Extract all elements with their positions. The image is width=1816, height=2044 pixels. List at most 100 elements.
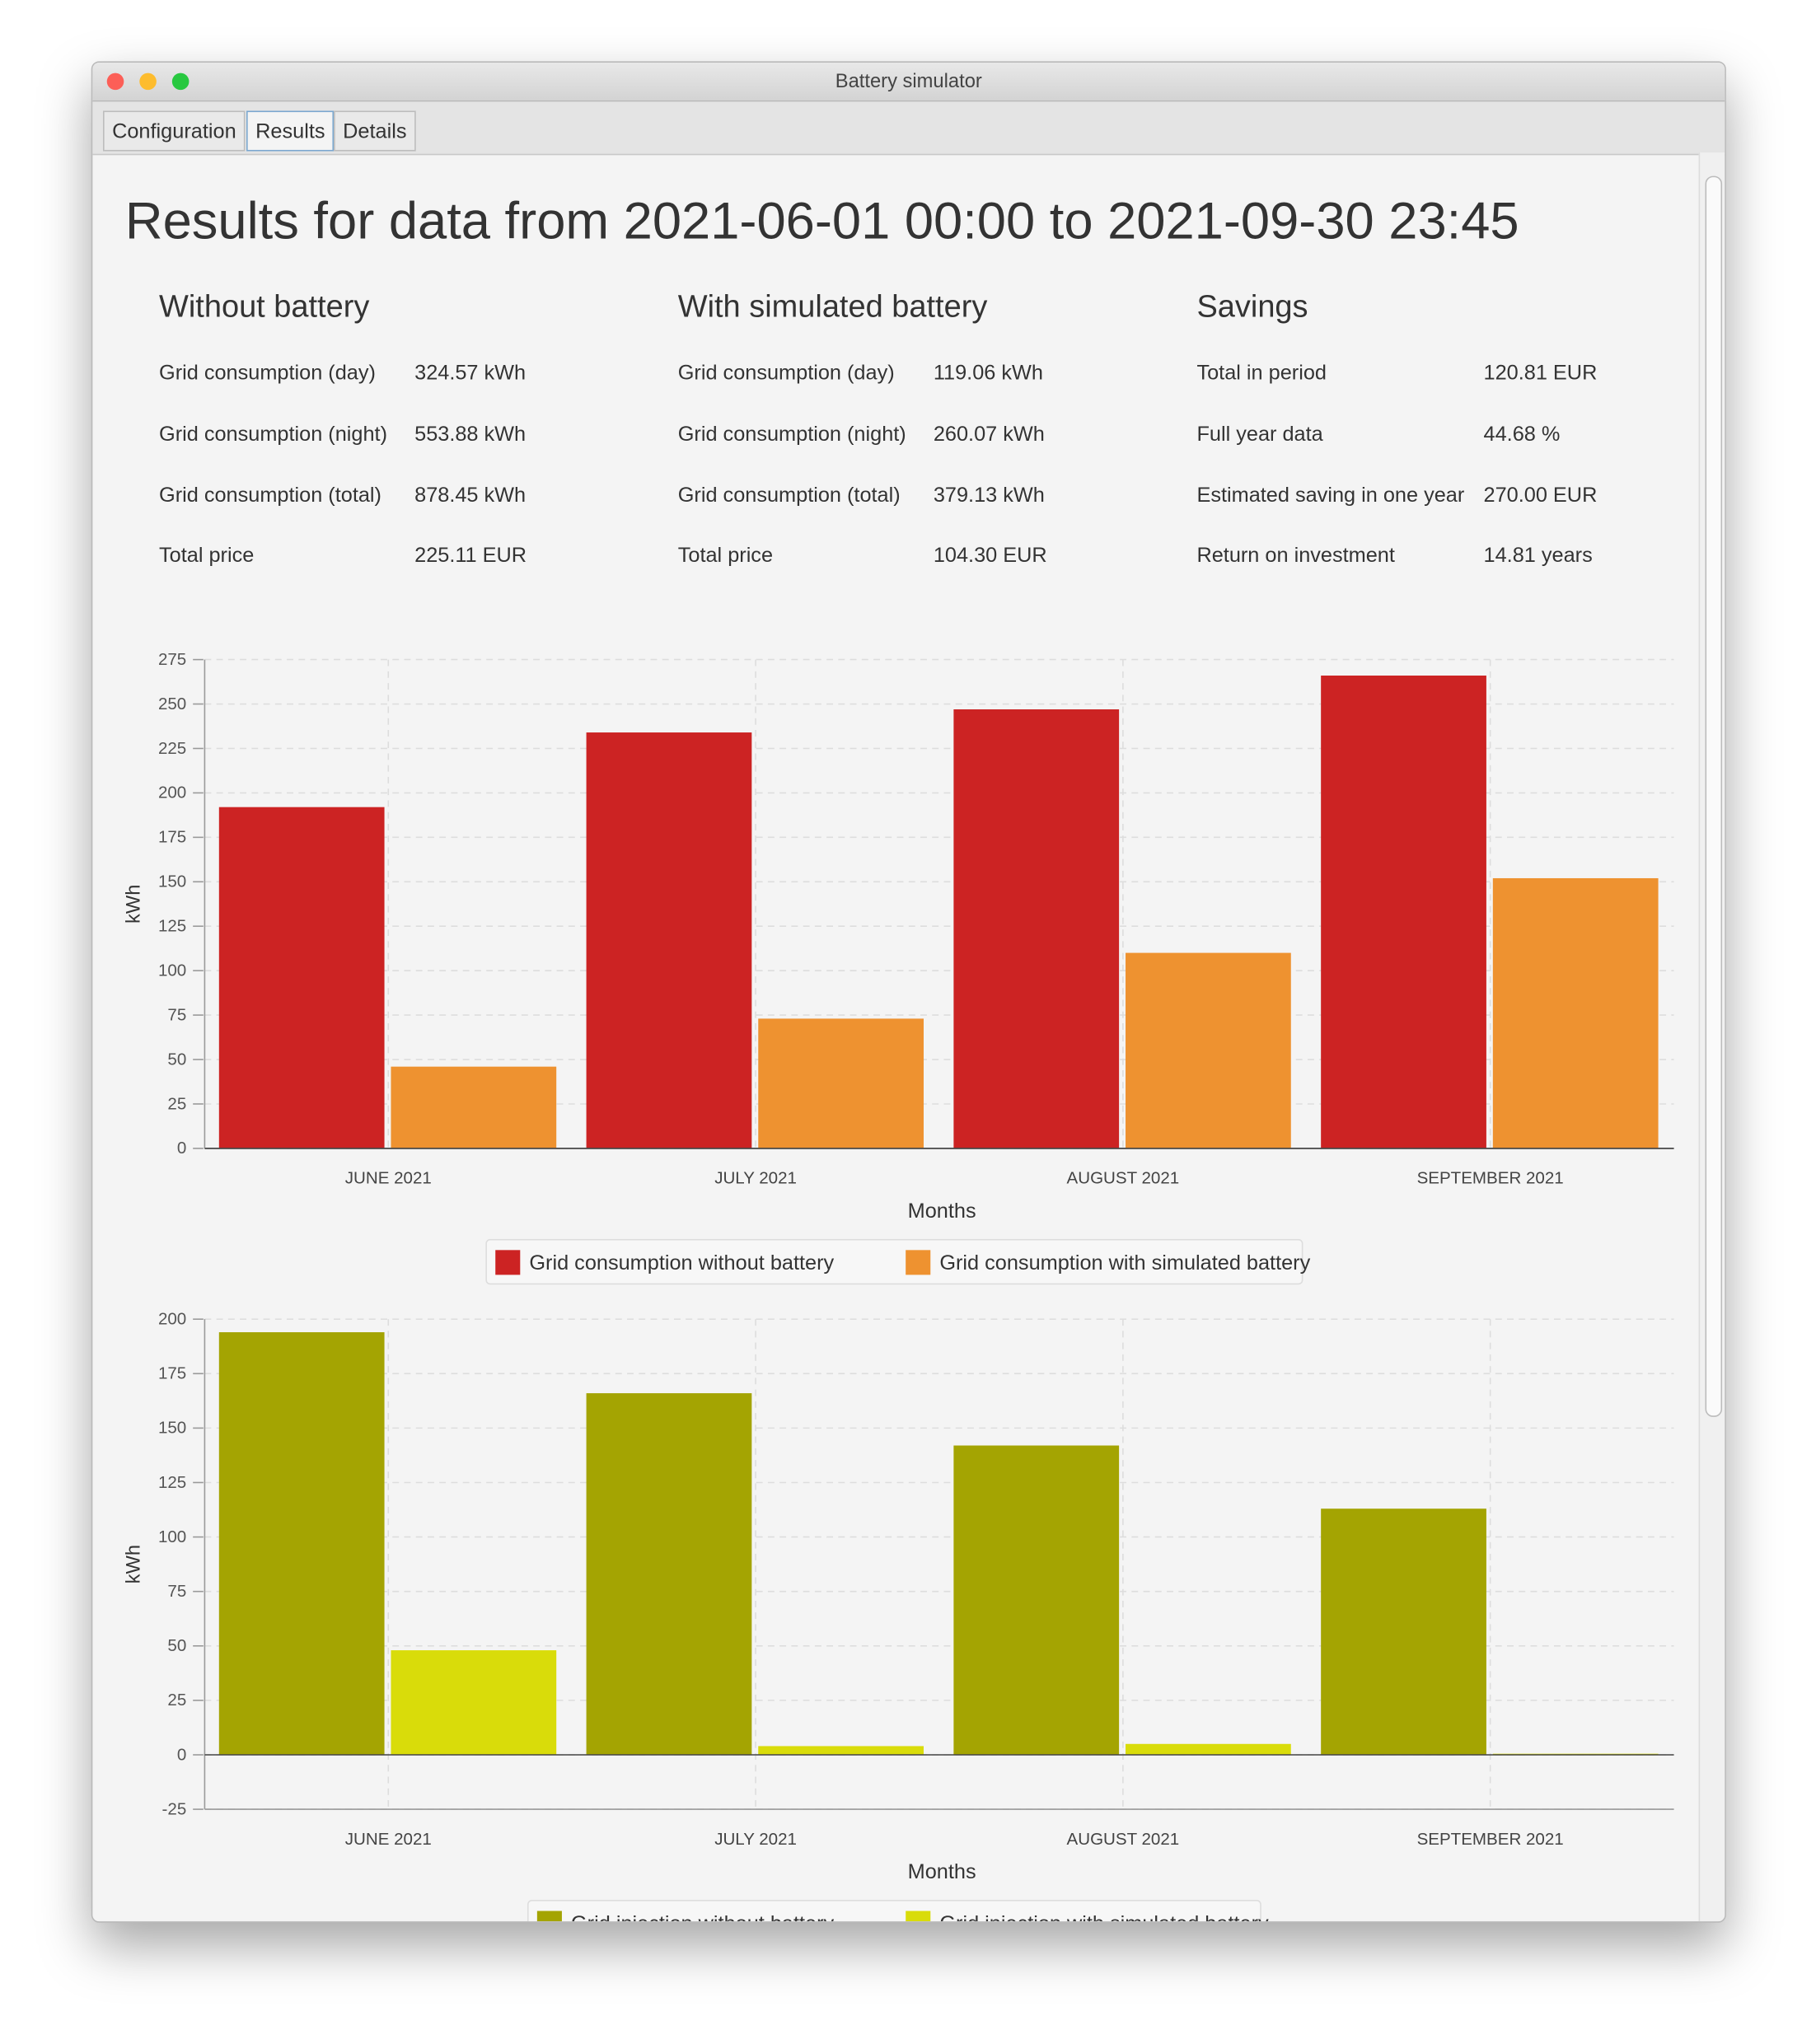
row-value: 379.13 kWh	[934, 484, 1045, 507]
bar	[758, 1746, 924, 1755]
row-value: 270.00 EUR	[1484, 484, 1598, 507]
section-title: With simulated battery	[678, 289, 988, 324]
bar	[586, 1393, 752, 1755]
y-axis-label: kWh	[123, 1545, 144, 1583]
bar	[953, 709, 1120, 1148]
bar	[218, 807, 385, 1148]
y-tick-label: 150	[158, 872, 186, 891]
row-value: 553.88 kWh	[414, 423, 526, 446]
y-tick-label: 200	[158, 1310, 186, 1329]
row-label: Full year data	[1196, 423, 1323, 446]
y-tick-label: 125	[158, 917, 186, 936]
legend-box	[485, 1238, 1303, 1285]
legend-label: Grid injection without battery	[571, 1912, 835, 1921]
section-title: Without battery	[159, 289, 369, 324]
window-title: Battery simulator	[835, 70, 982, 93]
results-pane: Results for data from 2021-06-01 00:00 t…	[92, 152, 1698, 1922]
legend-label: Grid injection with simulated battery	[939, 1912, 1269, 1921]
x-tick-label: JUNE 2021	[345, 1830, 432, 1849]
y-tick-label: 75	[167, 1005, 186, 1024]
row-label: Grid consumption (total)	[159, 484, 381, 507]
row-value: 878.45 kWh	[414, 484, 526, 507]
bar	[758, 1018, 924, 1148]
y-tick-label: 150	[158, 1419, 186, 1438]
row-label: Total price	[159, 544, 254, 567]
y-tick-label: 25	[167, 1691, 186, 1710]
row-value: 44.68 %	[1484, 423, 1561, 446]
close-button[interactable]	[106, 72, 124, 91]
bar	[391, 1066, 557, 1148]
scroll-thumb[interactable]	[1705, 175, 1723, 1417]
row-label: Total price	[678, 544, 773, 567]
y-tick-label: 250	[158, 695, 186, 713]
x-tick-label: AUGUST 2021	[1067, 1830, 1180, 1849]
y-tick-label: 275	[158, 650, 186, 669]
bar	[586, 732, 752, 1148]
scrollbar[interactable]	[1698, 152, 1725, 1922]
x-tick-label: SEPTEMBER 2021	[1417, 1169, 1564, 1188]
row-label: Grid consumption (total)	[678, 484, 901, 507]
y-tick-label: 100	[158, 1527, 186, 1546]
y-tick-label: 100	[158, 961, 186, 980]
y-tick-label: 50	[167, 1636, 186, 1655]
x-tick-label: JULY 2021	[714, 1169, 797, 1188]
minimize-button[interactable]	[139, 72, 157, 91]
row-value: 260.07 kWh	[934, 423, 1045, 446]
row-value: 120.81 EUR	[1484, 361, 1598, 384]
bar	[218, 1332, 385, 1755]
tab[interactable]: Details	[334, 110, 416, 152]
y-tick-label: -25	[162, 1799, 187, 1818]
legend-label: Grid consumption with simulated battery	[939, 1251, 1310, 1275]
results-canvas: Results for data from 2021-06-01 00:00 t…	[123, 193, 1674, 1922]
row-label: Grid consumption (day)	[678, 361, 895, 384]
y-tick-label: 200	[158, 783, 186, 802]
row-value: 225.11 EUR	[414, 544, 527, 567]
row-label: Grid consumption (day)	[159, 361, 376, 384]
bar	[953, 1445, 1120, 1755]
title-bar: Battery simulator	[92, 62, 1725, 102]
y-tick-label: 25	[167, 1094, 186, 1113]
y-axis-label: kWh	[123, 885, 144, 924]
row-label: Return on investment	[1196, 544, 1394, 567]
y-tick-label: 0	[177, 1745, 186, 1764]
y-tick-label: 125	[158, 1473, 186, 1492]
legend-swatch	[906, 1250, 931, 1275]
row-label: Total in period	[1196, 361, 1326, 384]
bar	[1321, 676, 1486, 1148]
row-label: Grid consumption (night)	[159, 423, 387, 446]
zoom-button[interactable]	[171, 72, 190, 91]
tab[interactable]: Configuration	[102, 110, 246, 152]
row-label: Grid consumption (night)	[678, 423, 906, 446]
tab[interactable]: Results	[246, 110, 335, 152]
y-tick-label: 175	[158, 828, 186, 847]
x-axis-label: Months	[908, 1860, 976, 1883]
row-value: 324.57 kWh	[414, 361, 526, 384]
heading: Results for data from 2021-06-01 00:00 t…	[125, 193, 1519, 250]
legend-swatch	[906, 1911, 931, 1922]
window: Battery simulator Configuration Results …	[91, 61, 1726, 1923]
bar	[1126, 1743, 1291, 1755]
row-value: 119.06 kWh	[934, 361, 1043, 384]
x-tick-label: SEPTEMBER 2021	[1417, 1830, 1564, 1849]
y-tick-label: 75	[167, 1582, 186, 1601]
y-tick-label: 0	[177, 1139, 186, 1158]
x-axis-label: Months	[908, 1200, 976, 1223]
row-value: 104.30 EUR	[934, 544, 1047, 567]
bar	[391, 1650, 557, 1755]
bar	[1126, 952, 1291, 1148]
tab-bar: Configuration Results Details	[92, 101, 1725, 156]
legend-swatch	[495, 1250, 521, 1275]
x-tick-label: JUNE 2021	[345, 1169, 432, 1188]
section-title: Savings	[1196, 289, 1308, 324]
bar	[1321, 1508, 1486, 1755]
y-tick-label: 225	[158, 739, 186, 758]
y-tick-label: 175	[158, 1364, 186, 1383]
y-tick-label: 50	[167, 1050, 186, 1069]
legend-box	[527, 1900, 1261, 1922]
legend-swatch	[536, 1911, 562, 1922]
bar	[1492, 877, 1659, 1148]
row-label: Estimated saving in one year	[1196, 484, 1464, 507]
x-tick-label: JULY 2021	[714, 1830, 797, 1849]
x-tick-label: AUGUST 2021	[1067, 1169, 1180, 1188]
